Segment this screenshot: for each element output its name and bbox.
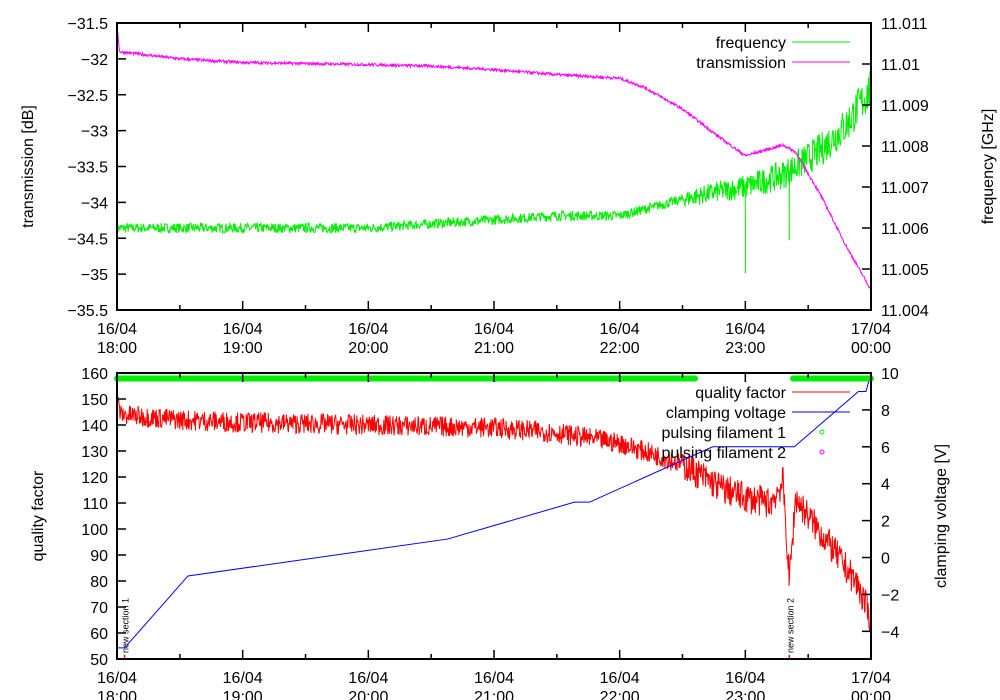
legend-label: frequency bbox=[716, 35, 786, 52]
annotation-label: new section 2 bbox=[785, 598, 795, 653]
y2-tick-label: 11.005 bbox=[881, 262, 929, 279]
series-clamping-voltage-line bbox=[117, 372, 872, 649]
y-tick-label: −35 bbox=[81, 267, 108, 284]
y-tick-label: 60 bbox=[90, 626, 108, 643]
x-tick-label-date: 16/04 bbox=[97, 670, 137, 687]
y-tick-label: 50 bbox=[90, 652, 108, 669]
legend-label: pulsing filament 2 bbox=[661, 445, 786, 462]
y2-tick-label: 11.01 bbox=[881, 57, 920, 74]
legend-label: quality factor bbox=[695, 385, 786, 402]
y-tick-label: −32.5 bbox=[68, 88, 109, 105]
y2-axis-label: frequency [GHz] bbox=[980, 109, 997, 225]
y-tick-label: −33.5 bbox=[68, 160, 109, 177]
y-axis-label: quality factor bbox=[30, 470, 47, 561]
x-tick-label-date: 17/04 bbox=[851, 321, 891, 338]
y2-tick-label: 10 bbox=[881, 366, 899, 383]
x-tick-label-time: 18:00 bbox=[97, 340, 137, 357]
y2-tick-label: 8 bbox=[881, 403, 890, 420]
x-tick-label-date: 16/04 bbox=[348, 321, 388, 338]
y-tick-label: 100 bbox=[81, 522, 108, 539]
legend-marker bbox=[819, 449, 825, 455]
y-tick-label: −34 bbox=[81, 195, 108, 212]
x-tick-label-time: 23:00 bbox=[725, 340, 765, 357]
x-tick-label-date: 16/04 bbox=[600, 670, 640, 687]
top-panel-transmission-frequency: 16/04 18:00 16/04 19:00 16/04 20:00 16/04 21:00… bbox=[20, 16, 997, 357]
annotation-label: new section 1 bbox=[121, 598, 131, 653]
x-tick-label-date: 16/04 bbox=[474, 321, 514, 338]
y2-tick-label: 2 bbox=[881, 514, 890, 531]
y-tick-label: 80 bbox=[90, 574, 108, 591]
series-frequency-line bbox=[116, 68, 872, 274]
legend-marker bbox=[819, 429, 825, 435]
x-tick-label-time: 23:00 bbox=[725, 689, 765, 700]
legend-label: clamping voltage bbox=[666, 405, 786, 422]
x-tick-label-time: 21:00 bbox=[474, 689, 514, 700]
x-tick-label-time: 22:00 bbox=[600, 689, 640, 700]
y-tick-label: 90 bbox=[90, 548, 108, 565]
legend-label: pulsing filament 1 bbox=[661, 425, 786, 442]
y-tick-label: −32 bbox=[81, 52, 108, 69]
x-tick-label-date: 16/04 bbox=[474, 670, 514, 687]
bottom-panel-quality-clamping: new section 1 new section 2 16/04 18:00 16/0… bbox=[30, 366, 950, 700]
x-tick-label-time: 00:00 bbox=[851, 689, 891, 700]
y2-axis-label: clamping voltage [V] bbox=[933, 444, 950, 588]
x-tick-label-date: 16/04 bbox=[725, 321, 765, 338]
y2-tick-label: 4 bbox=[881, 477, 890, 494]
series-transmission-line bbox=[116, 23, 872, 292]
y2-tick-label: 11.006 bbox=[881, 221, 929, 238]
x-tick-label-time: 20:00 bbox=[348, 689, 388, 700]
y-tick-label: 140 bbox=[81, 418, 108, 435]
x-tick-label-date: 16/04 bbox=[223, 321, 263, 338]
x-tick-label-date: 16/04 bbox=[348, 670, 388, 687]
y2-tick-label: 11.011 bbox=[881, 16, 928, 33]
y2-tick-label: 11.007 bbox=[881, 180, 929, 197]
y-tick-label: −33 bbox=[81, 124, 108, 141]
y-axis-label: transmission [dB] bbox=[20, 105, 37, 228]
y-tick-label: −34.5 bbox=[68, 231, 109, 248]
legend-label: transmission bbox=[696, 55, 786, 72]
y-tick-label: 110 bbox=[82, 496, 108, 513]
y2-tick-label: 11.009 bbox=[881, 98, 929, 115]
y-tick-label: 130 bbox=[81, 444, 108, 461]
x-tick-label-time: 00:00 bbox=[851, 340, 891, 357]
y2-tick-label: 0 bbox=[881, 551, 890, 568]
y-tick-label: −31.5 bbox=[68, 16, 109, 33]
y2-tick-label: −4 bbox=[881, 624, 899, 641]
y-tick-label: 70 bbox=[90, 600, 108, 617]
y2-tick-label: 11.008 bbox=[881, 139, 929, 156]
x-tick-label-time: 19:00 bbox=[223, 340, 263, 357]
x-tick-label-time: 21:00 bbox=[474, 340, 514, 357]
x-tick-label-date: 17/04 bbox=[851, 670, 891, 687]
x-tick-label-date: 16/04 bbox=[223, 670, 263, 687]
x-tick-label-time: 18:00 bbox=[97, 689, 137, 700]
x-tick-label-date: 16/04 bbox=[725, 670, 765, 687]
x-tick-label-date: 16/04 bbox=[97, 321, 137, 338]
series-quality-factor-line bbox=[116, 396, 872, 633]
x-tick-label-time: 19:00 bbox=[223, 689, 263, 700]
x-tick-label-time: 22:00 bbox=[600, 340, 640, 357]
x-tick-label-date: 16/04 bbox=[600, 321, 640, 338]
y-tick-label: −35.5 bbox=[68, 303, 109, 320]
y2-tick-label: 11.004 bbox=[881, 303, 929, 320]
y2-tick-label: −2 bbox=[881, 587, 899, 604]
y-tick-label: 160 bbox=[81, 366, 108, 383]
y2-tick-label: 6 bbox=[881, 440, 890, 457]
x-tick-label-time: 20:00 bbox=[348, 340, 388, 357]
y-tick-label: 150 bbox=[81, 392, 108, 409]
y-tick-label: 120 bbox=[81, 470, 108, 487]
